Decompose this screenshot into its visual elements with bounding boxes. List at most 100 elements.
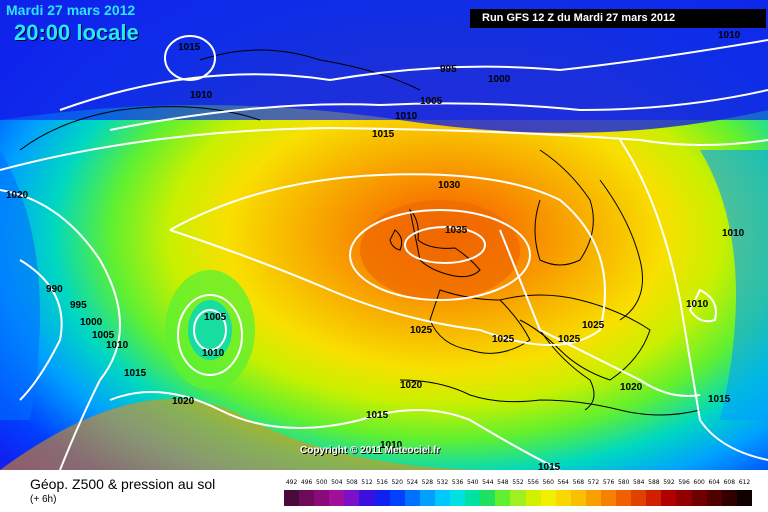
scale-label: 588 bbox=[648, 479, 660, 486]
isobar-label: 1010 bbox=[106, 340, 129, 351]
isobar-label: 1015 bbox=[538, 462, 561, 470]
scale-swatch bbox=[314, 490, 330, 506]
scale-label: 552 bbox=[512, 479, 524, 486]
scale-label: 536 bbox=[451, 479, 464, 486]
scale-label: 528 bbox=[421, 479, 434, 486]
isobar-label: 1020 bbox=[6, 190, 29, 201]
scale-label: 496 bbox=[300, 479, 313, 486]
scale-label: 540 bbox=[466, 479, 479, 486]
scale-swatch bbox=[661, 490, 677, 506]
scale-swatch bbox=[600, 490, 617, 506]
isobar-label: 995 bbox=[70, 300, 87, 311]
isobar-label: 1000 bbox=[80, 317, 103, 328]
isobar-label: 990 bbox=[46, 284, 63, 295]
scale-swatch bbox=[585, 490, 601, 506]
forecast-date: Mardi 27 mars 2012 bbox=[6, 2, 136, 18]
isobar-label: 1015 bbox=[124, 368, 147, 379]
scale-swatch bbox=[706, 490, 722, 506]
isobar-label: 1030 bbox=[438, 180, 461, 191]
scale-swatch bbox=[284, 490, 300, 506]
isobar-label: 1000 bbox=[488, 74, 511, 85]
scale-swatch bbox=[495, 490, 511, 506]
isobar-label: 1015 bbox=[178, 42, 201, 53]
isobar-label: 1010 bbox=[380, 440, 403, 451]
scale-label: 568 bbox=[572, 479, 585, 486]
scale-label: 516 bbox=[376, 479, 388, 486]
scale-label: 580 bbox=[617, 479, 630, 486]
scale-label: 608 bbox=[723, 479, 736, 486]
isobar-label: 1020 bbox=[620, 382, 643, 393]
isobar-label: 1015 bbox=[708, 394, 731, 405]
scale-label: 492 bbox=[285, 479, 298, 486]
scale-swatch bbox=[419, 490, 435, 506]
scale-swatch bbox=[736, 490, 752, 506]
isobar-labels: 1015 1010 995 1000 1005 1010 1015 1010 1… bbox=[6, 30, 745, 470]
model-run-label: Run GFS 12 Z du Mardi 27 mars 2012 bbox=[470, 9, 766, 28]
isobar-label: 1005 bbox=[204, 312, 227, 323]
scale-swatch bbox=[631, 490, 647, 506]
scale-label: 604 bbox=[708, 479, 720, 486]
isobar-label: 1020 bbox=[400, 380, 423, 391]
scale-label: 532 bbox=[436, 479, 449, 486]
scale-label: 520 bbox=[391, 479, 403, 486]
scale-swatch bbox=[480, 490, 496, 506]
legend-title: Géop. Z500 & pression au sol bbox=[30, 476, 216, 492]
scale-label: 512 bbox=[361, 479, 373, 486]
scale-label: 500 bbox=[316, 479, 328, 486]
scale-swatch bbox=[721, 490, 737, 506]
scale-swatch bbox=[555, 490, 571, 506]
isobar-label: 1015 bbox=[372, 129, 395, 140]
scale-label: 576 bbox=[602, 479, 615, 486]
scale-swatch bbox=[450, 490, 466, 506]
copyright-notice: Copyright © 2011 Meteociel.fr bbox=[300, 445, 441, 456]
scale-swatch bbox=[434, 490, 451, 506]
geopotential-map: 1015 1010 995 1000 1005 1010 1015 1010 1… bbox=[0, 0, 768, 470]
isobar-lines bbox=[0, 35, 768, 470]
isobar-label: 1025 bbox=[492, 334, 515, 345]
scale-swatch bbox=[570, 490, 586, 506]
scale-label: 548 bbox=[497, 479, 509, 486]
isobar-label: 1015 bbox=[366, 410, 389, 421]
scale-label: 560 bbox=[542, 479, 554, 486]
scale-swatch bbox=[646, 490, 662, 506]
scale-swatch bbox=[359, 490, 375, 506]
isobar-label: 1010 bbox=[202, 348, 225, 359]
scale-swatch bbox=[299, 490, 315, 506]
scale-label: 508 bbox=[346, 479, 358, 486]
isobar-label: 1005 bbox=[420, 96, 443, 107]
scale-label: 596 bbox=[678, 479, 690, 486]
isobar-label: 1010 bbox=[686, 299, 709, 310]
isobar-label: 1025 bbox=[410, 325, 433, 336]
color-scale-bar bbox=[284, 490, 752, 506]
scale-swatch bbox=[616, 490, 632, 506]
scale-swatch bbox=[525, 490, 541, 506]
legend-subtitle: (+ 6h) bbox=[30, 494, 57, 505]
isobar-label: 995 bbox=[440, 64, 457, 75]
isobar-label: 1005 bbox=[92, 330, 115, 341]
isobar-label: 1010 bbox=[395, 111, 418, 122]
scale-swatch bbox=[389, 490, 405, 506]
scale-swatch bbox=[344, 490, 360, 506]
scale-label: 600 bbox=[693, 479, 705, 486]
scale-label: 592 bbox=[663, 479, 675, 486]
scale-label: 544 bbox=[482, 479, 494, 486]
forecast-time: 20:00 locale bbox=[14, 20, 139, 45]
color-scale-labels: 492 496 500 504 508 512 516 520 524 528 532 536 540 5… bbox=[284, 479, 752, 489]
scale-swatch bbox=[465, 490, 481, 506]
isobar-label: 1025 bbox=[558, 334, 581, 345]
scale-label: 612 bbox=[738, 479, 751, 486]
scale-swatch bbox=[676, 490, 692, 506]
isobar-label: 1025 bbox=[582, 320, 605, 331]
isobar-label: 1010 bbox=[190, 90, 213, 101]
scale-swatch bbox=[510, 490, 526, 506]
scale-label: 564 bbox=[557, 479, 569, 486]
scale-label: 524 bbox=[406, 479, 419, 486]
scale-label: 572 bbox=[587, 479, 600, 486]
scale-swatch bbox=[374, 490, 390, 506]
scale-swatch bbox=[329, 490, 345, 506]
scale-label: 504 bbox=[331, 479, 343, 486]
scale-swatch bbox=[540, 490, 556, 506]
isobar-label: 1010 bbox=[722, 228, 745, 239]
scale-label: 584 bbox=[633, 479, 645, 486]
scale-label: 556 bbox=[527, 479, 539, 486]
